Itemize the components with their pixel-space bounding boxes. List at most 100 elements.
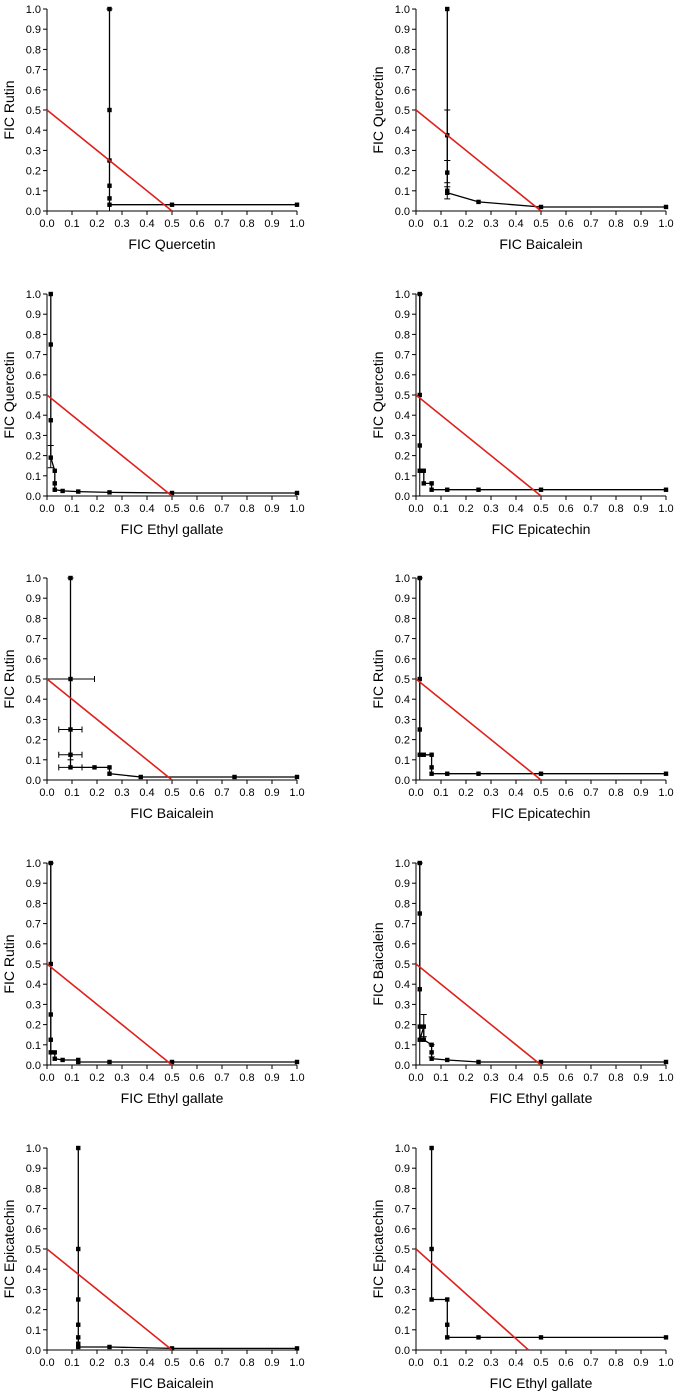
data-point: [417, 1024, 422, 1029]
x-axis-title: FIC Quercetin: [128, 236, 215, 252]
x-tick-label: 0.4: [508, 503, 523, 515]
data-point: [476, 1335, 481, 1340]
data-point: [429, 765, 434, 770]
x-tick-label: 0.5: [533, 1357, 548, 1369]
x-tick-label: 0.3: [483, 1357, 498, 1369]
data-point: [68, 676, 73, 682]
x-tick-label: 0.6: [558, 218, 573, 230]
y-axis-title: FIC Quercetin: [1, 351, 17, 438]
data-point: [76, 1145, 81, 1151]
data-point: [445, 170, 450, 175]
data-point: [107, 107, 112, 113]
y-tick-label: 1.0: [26, 858, 41, 870]
data-point: [76, 1344, 81, 1350]
y-tick-label: 0.7: [395, 350, 410, 362]
data-point: [421, 1037, 426, 1042]
chart-panel: 0.0 0.1 0.2 0.3 0.4 0.5 0.6 0.7 0.8 0.9 1.0 0.0 0.1 0…: [1, 289, 305, 537]
y-tick-label: 0.4: [26, 125, 41, 137]
y-tick-label: 0.0: [26, 775, 41, 787]
data-point: [538, 487, 544, 492]
x-tick-label: 0.5: [164, 787, 179, 799]
y-tick-label: 0.9: [26, 309, 41, 321]
y-tick-label: 0.3: [395, 714, 410, 726]
series-line: [430, 1148, 666, 1339]
data-point: [417, 575, 422, 581]
data-point: [417, 752, 422, 757]
series-line: [69, 578, 297, 778]
data-point: [429, 771, 434, 776]
x-tick-label: 0.0: [408, 787, 423, 799]
y-tick-label: 0.5: [395, 674, 410, 686]
data-point: [663, 487, 669, 492]
data-point: [417, 1037, 422, 1042]
data-point: [48, 961, 53, 967]
x-tick-label: 1.0: [658, 1072, 673, 1084]
y-tick-label: 1.0: [395, 858, 410, 870]
series-line: [108, 9, 297, 206]
x-tick-label: 0.3: [114, 1357, 129, 1369]
x-axis-title: FIC Ethyl gallate: [121, 1090, 224, 1106]
x-tick-label: 0.1: [433, 218, 448, 230]
y-tick-label: 0.1: [395, 755, 410, 767]
y-tick-label: 0.1: [395, 471, 410, 483]
x-tick-label: 0.1: [433, 787, 448, 799]
y-tick-label: 0.0: [395, 491, 410, 503]
y-tick-label: 0.0: [26, 206, 41, 218]
y-tick-label: 0.4: [395, 410, 410, 422]
x-tick-label: 1.0: [289, 218, 304, 230]
x-tick-label: 0.9: [633, 1072, 648, 1084]
x-tick-label: 1.0: [658, 218, 673, 230]
x-axis-title: FIC Baicalein: [130, 805, 213, 821]
y-tick-label: 0.9: [26, 878, 41, 890]
x-tick-label: 0.4: [139, 218, 154, 230]
additivity-line: [46, 1248, 173, 1351]
x-tick-label: 1.0: [658, 787, 673, 799]
y-tick-label: 0.6: [26, 370, 41, 382]
x-tick-label: 0.9: [264, 1357, 279, 1369]
x-tick-label: 0.1: [64, 787, 79, 799]
chart-panel: 0.0 0.1 0.2 0.3 0.4 0.5 0.6 0.7 0.8 0.9 1.0 0.0 0.1 0…: [1, 1143, 305, 1391]
x-tick-label: 0.3: [114, 503, 129, 515]
x-axis-title: FIC Baicalein: [499, 236, 582, 252]
x-tick-label: 0.8: [239, 503, 254, 515]
y-tick-label: 0.6: [395, 1224, 410, 1236]
y-tick-label: 0.6: [26, 654, 41, 666]
y-tick-label: 0.3: [395, 145, 410, 157]
x-tick-label: 0.8: [608, 503, 623, 515]
x-tick-label: 0.5: [533, 1072, 548, 1084]
y-tick-label: 0.4: [395, 125, 410, 137]
x-tick-label: 0.7: [583, 787, 598, 799]
y-tick-label: 1.0: [26, 4, 41, 16]
y-tick-label: 0.4: [26, 694, 41, 706]
data-point: [417, 392, 422, 398]
y-tick-label: 0.3: [395, 1284, 410, 1296]
data-point: [429, 1042, 434, 1047]
data-point: [538, 1059, 544, 1065]
data-point: [107, 765, 112, 770]
series-line: [77, 1148, 297, 1350]
data-point: [48, 342, 53, 347]
y-tick-label: 0.7: [395, 634, 410, 646]
data-point: [294, 1059, 300, 1065]
x-tick-label: 0.8: [608, 1357, 623, 1369]
data-point: [76, 1059, 81, 1065]
data-point: [445, 1297, 450, 1302]
x-tick-label: 0.4: [139, 1357, 154, 1369]
x-tick-label: 0.2: [458, 218, 473, 230]
x-tick-label: 0.2: [89, 218, 104, 230]
x-tick-label: 0.3: [483, 787, 498, 799]
data-point: [417, 676, 422, 682]
data-point: [76, 489, 81, 494]
data-point: [48, 455, 53, 460]
data-point: [663, 204, 669, 210]
y-tick-label: 0.3: [395, 999, 410, 1011]
x-axis-title: FIC Epicatechin: [492, 521, 591, 537]
data-point: [429, 487, 434, 492]
x-tick-label: 0.8: [608, 1072, 623, 1084]
x-tick-label: 0.3: [114, 1072, 129, 1084]
y-tick-label: 0.8: [395, 44, 410, 56]
data-point: [445, 6, 450, 12]
y-tick-label: 0.9: [395, 878, 410, 890]
data-point: [76, 1341, 81, 1346]
y-tick-label: 0.8: [395, 329, 410, 341]
